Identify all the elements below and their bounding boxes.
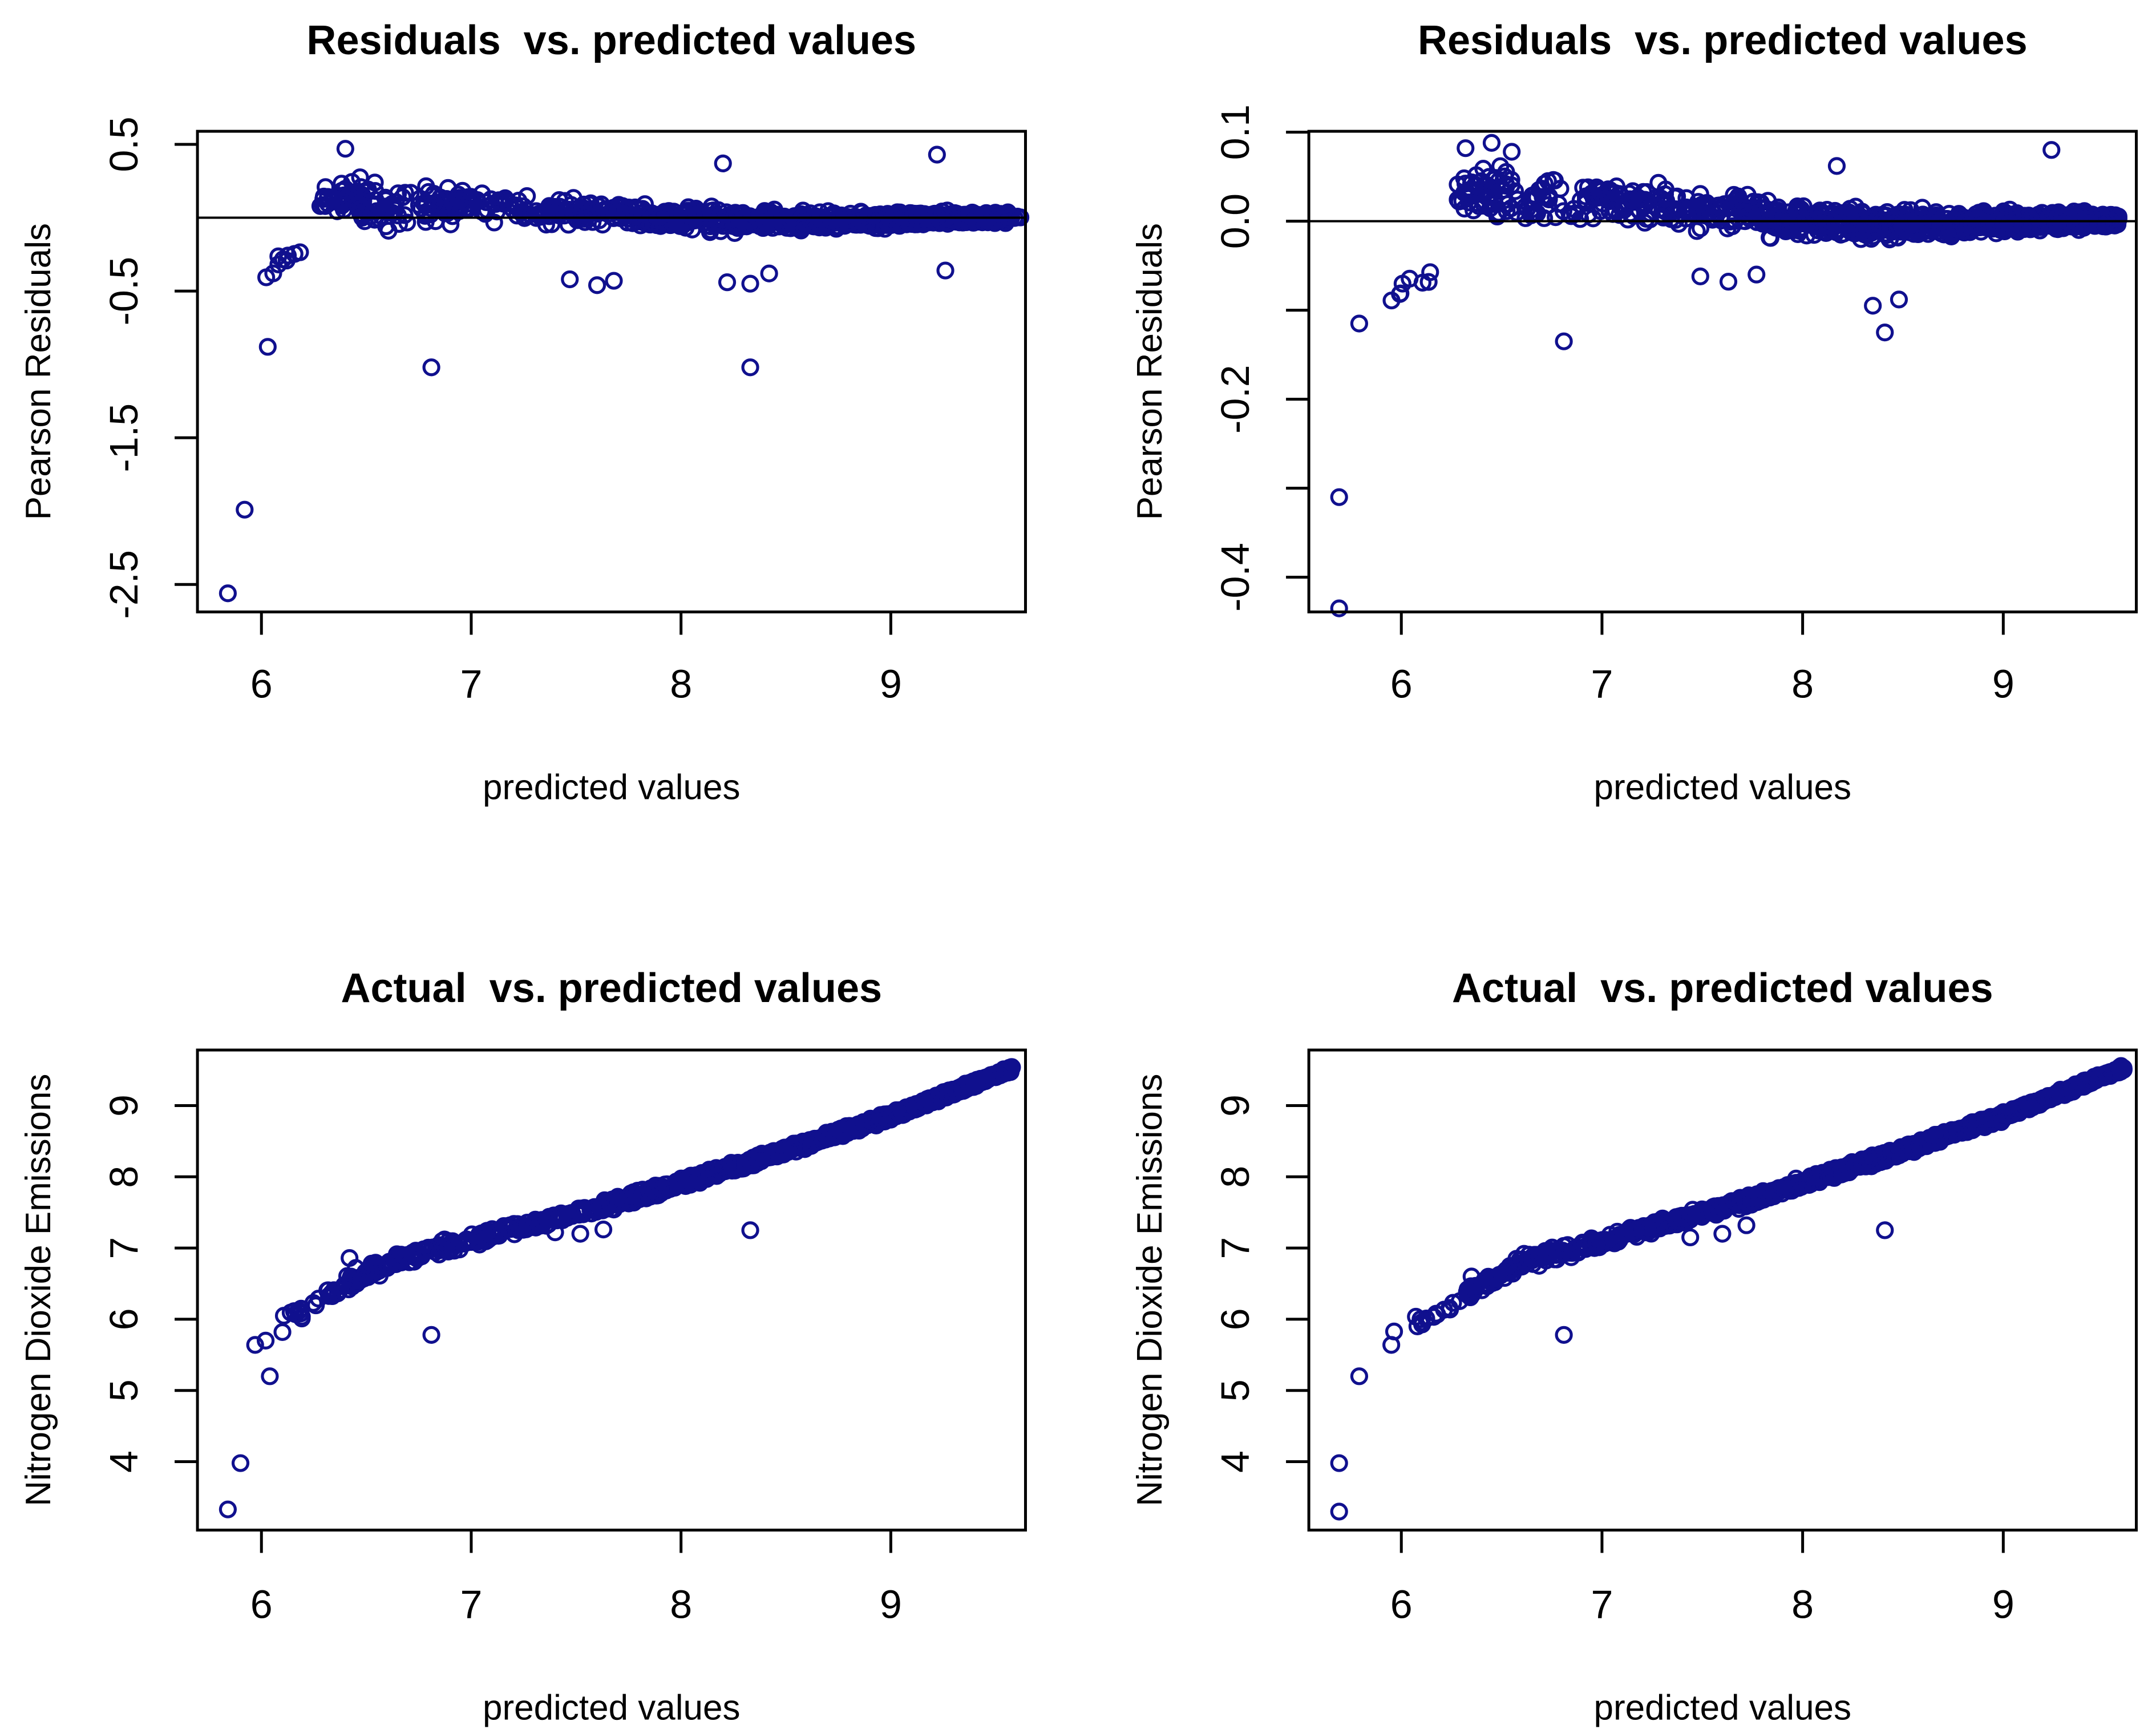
x-tick-label: 9 bbox=[1992, 661, 2014, 706]
y-tick-label: 8 bbox=[102, 1165, 146, 1187]
x-tick-label: 6 bbox=[250, 1582, 273, 1626]
x-axis-label: predicted values bbox=[1593, 1688, 1851, 1727]
scatter-points bbox=[219, 1057, 1021, 1518]
x-tick-label: 8 bbox=[1791, 661, 1814, 706]
x-tick-label: 6 bbox=[1390, 661, 1412, 706]
x-tick-label: 9 bbox=[1992, 1582, 2014, 1626]
y-tick-label: -0.2 bbox=[1213, 365, 1257, 434]
x-tick-label: 9 bbox=[880, 661, 902, 706]
y-tick-label: 7 bbox=[1213, 1237, 1257, 1259]
x-tick-label: 6 bbox=[250, 661, 273, 706]
panel-bottom-left: Actual vs. predicted values 6 7 8 9 4 5 6 7 8 9 pre… bbox=[0, 867, 1078, 1733]
y-tick-label: 5 bbox=[1213, 1379, 1257, 1401]
plot-box bbox=[1307, 1048, 2138, 1532]
y-axis-label: Nitrogen Dioxide Emissions bbox=[19, 1073, 58, 1506]
y-tick-label: 6 bbox=[1213, 1308, 1257, 1330]
plot-box bbox=[1307, 130, 2138, 613]
y-tick-label: 0.5 bbox=[102, 116, 146, 172]
x-tick-label: 7 bbox=[1591, 1582, 1613, 1626]
residuals-plot-1-canvas: Residuals vs. predicted values 6 7 8 9 0.5 -0.… bbox=[19, 18, 1030, 807]
panel-top-right: Residuals vs. predicted values 6 7 8 9 0.1 0.0… bbox=[1078, 0, 2156, 867]
x-tick-label: 7 bbox=[460, 661, 482, 706]
y-tick-label: 5 bbox=[102, 1379, 146, 1401]
x-tick-label: 8 bbox=[1791, 1582, 1814, 1626]
panel-title: Residuals vs. predicted values bbox=[1417, 18, 2027, 63]
plot-box bbox=[196, 130, 1027, 613]
scatter-points bbox=[1330, 1057, 2133, 1521]
x-tick-label: 8 bbox=[670, 1582, 692, 1626]
y-axis-label: Nitrogen Dioxide Emissions bbox=[1130, 1073, 1170, 1506]
x-axis-label: predicted values bbox=[1593, 767, 1851, 807]
x-tick-label: 7 bbox=[1591, 661, 1613, 706]
y-tick-label: -0.4 bbox=[1213, 543, 1257, 612]
x-axis-label: predicted values bbox=[483, 767, 740, 807]
y-tick-label: 4 bbox=[102, 1451, 146, 1473]
y-axis-label: Pearson Residuals bbox=[1130, 223, 1170, 520]
y-tick-label: 6 bbox=[102, 1308, 146, 1330]
y-tick-label: 8 bbox=[1213, 1165, 1257, 1187]
y-tick-label: -0.5 bbox=[102, 257, 146, 326]
x-axis-label: predicted values bbox=[483, 1688, 740, 1727]
y-axis-label: Pearson Residuals bbox=[19, 223, 58, 520]
y-tick-label: 0.0 bbox=[1213, 193, 1257, 249]
actual-plot-1-canvas: Actual vs. predicted values 6 7 8 9 4 5 6 7 8 9 pre… bbox=[19, 966, 1027, 1727]
y-tick-label: 0.1 bbox=[1213, 104, 1257, 160]
y-tick-label: -2.5 bbox=[102, 550, 146, 619]
x-tick-label: 8 bbox=[670, 661, 692, 706]
y-tick-label: 4 bbox=[1213, 1451, 1257, 1473]
plot-box bbox=[196, 1048, 1027, 1532]
y-tick-label: 9 bbox=[1213, 1094, 1257, 1116]
x-tick-label: 9 bbox=[880, 1582, 902, 1626]
panel-top-left: Residuals vs. predicted values 6 7 8 9 0.5 -0.… bbox=[0, 0, 1078, 867]
panel-title: Actual vs. predicted values bbox=[341, 966, 883, 1011]
y-tick-label: -1.5 bbox=[102, 403, 146, 472]
scatter-points bbox=[1330, 134, 2127, 617]
actual-plot-2-canvas: Actual vs. predicted values 6 7 8 9 4 5 6 7 8 9 pre… bbox=[1130, 966, 2138, 1727]
panel-bottom-right: Actual vs. predicted values 6 7 8 9 4 5 6 7 8 9 pre… bbox=[1078, 867, 2156, 1733]
x-tick-label: 7 bbox=[460, 1582, 482, 1626]
residuals-plot-2-canvas: Residuals vs. predicted values 6 7 8 9 0.1 0.0… bbox=[1130, 18, 2138, 807]
y-tick-label: 7 bbox=[102, 1237, 146, 1259]
panel-title: Residuals vs. predicted values bbox=[306, 18, 916, 63]
scatter-points bbox=[219, 140, 1030, 603]
x-tick-label: 6 bbox=[1390, 1582, 1412, 1626]
panel-title: Actual vs. predicted values bbox=[1452, 966, 1993, 1011]
y-tick-label: 9 bbox=[102, 1094, 146, 1116]
